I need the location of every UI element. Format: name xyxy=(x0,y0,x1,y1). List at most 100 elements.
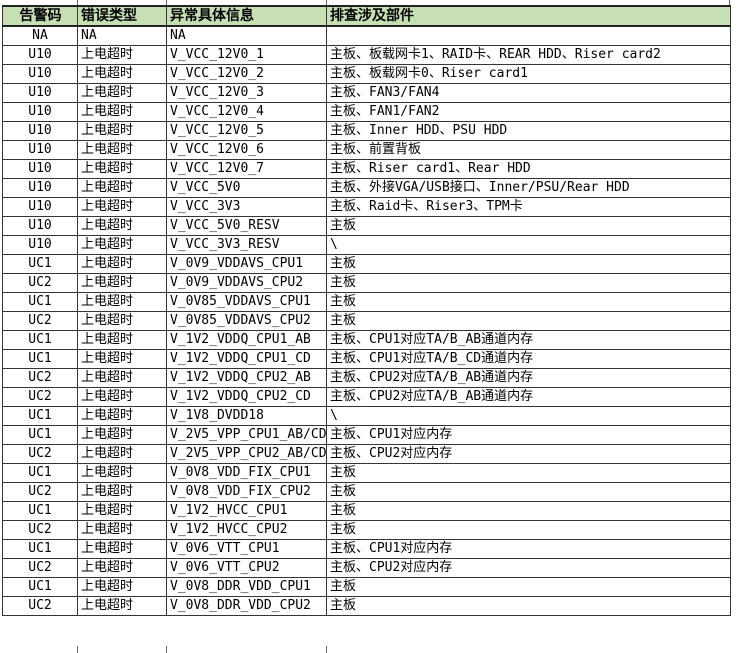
cell-error_type: 上电超时 xyxy=(77,178,167,198)
cell-detail: V_VCC_12V0_7 xyxy=(166,159,327,179)
cell-alarm_code: U10 xyxy=(2,197,78,217)
grid-line-stub xyxy=(166,0,167,5)
cell-components: 主板 xyxy=(326,577,731,597)
table-row: UC2 上电超时 V_0V9_VDDAVS_CPU2 主板 xyxy=(2,273,731,293)
cell-error_type: 上电超时 xyxy=(77,197,167,217)
cell-detail: V_VCC_3V3 xyxy=(166,197,327,217)
cell-detail: V_0V8_DDR_VDD_CPU1 xyxy=(166,577,327,597)
cell-alarm_code: U10 xyxy=(2,235,78,255)
cell-detail: V_VCC_12V0_5 xyxy=(166,121,327,141)
table-row: UC2 上电超时 V_1V2_HVCC_CPU2 主板 xyxy=(2,520,731,540)
cell-components: 主板、CPU1对应内存 xyxy=(326,539,731,559)
cell-alarm_code: UC1 xyxy=(2,349,78,369)
cell-error_type: 上电超时 xyxy=(77,254,167,274)
header-row: 告警码 错误类型 异常具体信息 排查涉及部件 xyxy=(2,5,731,27)
cell-alarm_code: UC2 xyxy=(2,387,78,407)
cell-alarm_code: UC2 xyxy=(2,596,78,616)
cell-detail: V_0V85_VDDAVS_CPU2 xyxy=(166,311,327,331)
cell-components: 主板 xyxy=(326,482,731,502)
table-row: U10 上电超时 V_VCC_12V0_5 主板、Inner HDD、PSU HDD xyxy=(2,121,731,141)
cell-components: 主板、CPU2对应内存 xyxy=(326,444,731,464)
cell-detail: V_0V8_DDR_VDD_CPU2 xyxy=(166,596,327,616)
cell-alarm_code: UC2 xyxy=(2,273,78,293)
cell-components: 主板 xyxy=(326,292,731,312)
cell-components: 主板、Inner HDD、PSU HDD xyxy=(326,121,731,141)
cell-components: 主板、CPU1对应TA/B_AB通道内存 xyxy=(326,330,731,350)
cell-components: 主板 xyxy=(326,520,731,540)
table-row: U10 上电超时 V_VCC_3V3_RESV \ xyxy=(2,235,731,255)
cell-alarm_code: U10 xyxy=(2,216,78,236)
cell-components: 主板、CPU2对应TA/B_AB通道内存 xyxy=(326,387,731,407)
cell-detail: V_1V2_VDDQ_CPU1_CD xyxy=(166,349,327,369)
cell-components: 主板 xyxy=(326,273,731,293)
table-row: UC2 上电超时 V_0V85_VDDAVS_CPU2 主板 xyxy=(2,311,731,331)
cell-components: 主板、板载网卡1、RAID卡、REAR HDD、Riser card2 xyxy=(326,45,731,65)
cell-components: 主板、FAN1/FAN2 xyxy=(326,102,731,122)
cell-error_type: 上电超时 xyxy=(77,425,167,445)
cell-components: 主板、板载网卡0、Riser card1 xyxy=(326,64,731,84)
cell-components xyxy=(326,25,731,46)
cell-components: 主板、前置背板 xyxy=(326,140,731,160)
table-row: UC1 上电超时 V_0V9_VDDAVS_CPU1 主板 xyxy=(2,254,731,274)
cell-detail: V_0V8_VDD_FIX_CPU1 xyxy=(166,463,327,483)
cell-error_type: 上电超时 xyxy=(77,444,167,464)
grid-line-stub xyxy=(326,0,327,5)
cell-alarm_code: U10 xyxy=(2,140,78,160)
cell-error_type: 上电超时 xyxy=(77,349,167,369)
cell-alarm_code: UC1 xyxy=(2,254,78,274)
cell-detail: V_1V2_VDDQ_CPU2_CD xyxy=(166,387,327,407)
table-row: U10 上电超时 V_VCC_12V0_3 主板、FAN3/FAN4 xyxy=(2,83,731,103)
cell-detail: V_2V5_VPP_CPU1_AB/CD xyxy=(166,425,327,445)
cell-detail: V_VCC_12V0_1 xyxy=(166,45,327,65)
cell-error_type: 上电超时 xyxy=(77,368,167,388)
grid-line-stub xyxy=(77,646,78,653)
grid-line-stub xyxy=(77,0,78,5)
column-header-alarm-code: 告警码 xyxy=(2,5,78,27)
cell-alarm_code: NA xyxy=(2,25,78,46)
cell-detail: V_VCC_3V3_RESV xyxy=(166,235,327,255)
cell-components: 主板、Raid卡、Riser3、TPM卡 xyxy=(326,197,731,217)
cell-components: 主板、外接VGA/USB接口、Inner/PSU/Rear HDD xyxy=(326,178,731,198)
cell-detail: V_VCC_12V0_6 xyxy=(166,140,327,160)
table-row: U10 上电超时 V_VCC_12V0_7 主板、Riser card1、Rear H… xyxy=(2,159,731,179)
cell-detail: V_0V85_VDDAVS_CPU1 xyxy=(166,292,327,312)
cell-alarm_code: UC2 xyxy=(2,520,78,540)
cell-components: 主板 xyxy=(326,501,731,521)
cell-detail: V_1V2_VDDQ_CPU1_AB xyxy=(166,330,327,350)
cell-components: 主板、Riser card1、Rear HDD xyxy=(326,159,731,179)
cell-error_type: 上电超时 xyxy=(77,273,167,293)
cell-detail: V_VCC_12V0_3 xyxy=(166,83,327,103)
partial-row-below xyxy=(0,646,737,653)
cell-detail: V_1V2_HVCC_CPU2 xyxy=(166,520,327,540)
cell-detail: V_0V8_VDD_FIX_CPU2 xyxy=(166,482,327,502)
cell-alarm_code: U10 xyxy=(2,178,78,198)
grid-line-stub xyxy=(326,646,327,653)
cell-alarm_code: U10 xyxy=(2,83,78,103)
cell-components: 主板、CPU2对应内存 xyxy=(326,558,731,578)
cell-alarm_code: UC2 xyxy=(2,558,78,578)
cell-error_type: 上电超时 xyxy=(77,577,167,597)
table-row: UC2 上电超时 V_0V8_VDD_FIX_CPU2 主板 xyxy=(2,482,731,502)
table-row: UC1 上电超时 V_0V8_DDR_VDD_CPU1 主板 xyxy=(2,577,731,597)
cell-components: 主板 xyxy=(326,311,731,331)
cell-error_type: 上电超时 xyxy=(77,292,167,312)
table-row: U10 上电超时 V_VCC_12V0_6 主板、前置背板 xyxy=(2,140,731,160)
partial-row-above xyxy=(0,0,737,5)
cell-alarm_code: U10 xyxy=(2,64,78,84)
cell-detail: V_1V2_HVCC_CPU1 xyxy=(166,501,327,521)
table-row: NA NA NA xyxy=(2,25,731,46)
cell-components: 主板 xyxy=(326,596,731,616)
table-row: U10 上电超时 V_VCC_3V3 主板、Raid卡、Riser3、TPM卡 xyxy=(2,197,731,217)
cell-components: 主板、CPU1对应TA/B_CD通道内存 xyxy=(326,349,731,369)
cell-components: 主板 xyxy=(326,463,731,483)
cell-detail: V_1V2_VDDQ_CPU2_AB xyxy=(166,368,327,388)
alarm-table-body: NA NA NA U10 上电超时 V_VCC_12V0_1 主板、板载网卡1、RAID卡、… xyxy=(2,25,731,616)
grid-line-stub xyxy=(729,0,730,5)
table-row: U10 上电超时 V_VCC_5V0 主板、外接VGA/USB接口、Inner/PSU… xyxy=(2,178,731,198)
cell-detail: V_0V6_VTT_CPU2 xyxy=(166,558,327,578)
table-row: UC1 上电超时 V_1V2_VDDQ_CPU1_AB 主板、CPU1对应TA/B_A… xyxy=(2,330,731,350)
cell-alarm_code: UC2 xyxy=(2,368,78,388)
cell-error_type: 上电超时 xyxy=(77,159,167,179)
table-row: UC2 上电超时 V_1V2_VDDQ_CPU2_CD 主板、CPU2对应TA/B_A… xyxy=(2,387,731,407)
cell-error_type: NA xyxy=(77,25,167,46)
